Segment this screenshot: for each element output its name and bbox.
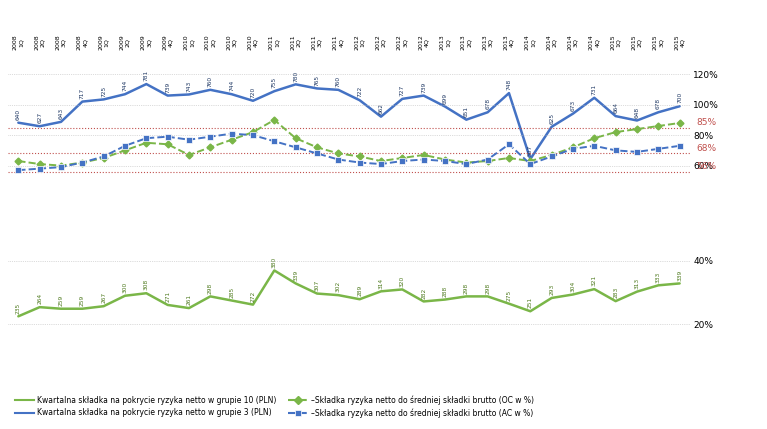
Text: 700: 700 xyxy=(677,92,682,103)
Text: 744: 744 xyxy=(229,80,234,91)
Text: 625: 625 xyxy=(549,113,554,124)
Text: 85%: 85% xyxy=(696,118,717,127)
Text: 282: 282 xyxy=(421,287,426,299)
Text: 300: 300 xyxy=(123,282,127,293)
Text: 275: 275 xyxy=(506,290,512,301)
Text: 755: 755 xyxy=(272,77,277,88)
Text: 56%: 56% xyxy=(696,162,717,171)
Text: 380: 380 xyxy=(272,257,277,268)
Text: 678: 678 xyxy=(486,98,490,109)
Text: 308: 308 xyxy=(144,279,149,290)
Text: 298: 298 xyxy=(464,282,469,293)
Text: 507: 507 xyxy=(528,145,533,156)
Text: 664: 664 xyxy=(613,103,618,113)
Text: 339: 339 xyxy=(293,269,298,281)
Text: 313: 313 xyxy=(634,278,640,289)
Text: 251: 251 xyxy=(528,297,533,308)
Text: 307: 307 xyxy=(314,280,320,291)
Text: 673: 673 xyxy=(571,100,575,111)
Text: 731: 731 xyxy=(592,84,597,95)
Text: 662: 662 xyxy=(378,103,384,114)
Text: 267: 267 xyxy=(101,292,106,303)
Text: 627: 627 xyxy=(37,112,42,124)
Text: 271: 271 xyxy=(165,291,170,302)
Text: 314: 314 xyxy=(378,278,384,289)
Text: 651: 651 xyxy=(464,106,469,117)
Text: 739: 739 xyxy=(165,82,170,93)
Text: 298: 298 xyxy=(486,282,490,293)
Text: 739: 739 xyxy=(421,82,426,93)
Text: 781: 781 xyxy=(144,70,149,81)
Text: 304: 304 xyxy=(571,281,575,292)
Text: 727: 727 xyxy=(400,85,405,96)
Text: 760: 760 xyxy=(208,76,212,87)
Text: 283: 283 xyxy=(613,287,618,298)
Text: 302: 302 xyxy=(336,281,341,292)
Legend: Kwartalna składka na pokrycie ryzyka netto w grupie 10 (PLN), Kwartalna składka : Kwartalna składka na pokrycie ryzyka net… xyxy=(12,392,537,421)
Text: 288: 288 xyxy=(443,286,447,297)
Text: 760: 760 xyxy=(336,76,341,87)
Text: 272: 272 xyxy=(251,290,255,302)
Text: 720: 720 xyxy=(251,87,255,98)
Text: 68%: 68% xyxy=(696,144,717,153)
Text: 289: 289 xyxy=(357,285,362,296)
Text: 640: 640 xyxy=(16,109,21,120)
Text: 235: 235 xyxy=(16,302,21,314)
Text: 261: 261 xyxy=(186,294,192,305)
Text: 285: 285 xyxy=(229,287,234,298)
Text: 743: 743 xyxy=(186,81,192,92)
Text: 780: 780 xyxy=(293,70,298,82)
Text: 298: 298 xyxy=(208,282,212,293)
Text: 643: 643 xyxy=(58,108,64,119)
Text: 717: 717 xyxy=(80,88,85,99)
Text: 293: 293 xyxy=(549,284,554,295)
Text: 264: 264 xyxy=(37,293,42,304)
Text: 765: 765 xyxy=(314,75,320,86)
Text: 333: 333 xyxy=(656,271,661,283)
Text: 339: 339 xyxy=(677,269,682,281)
Text: 648: 648 xyxy=(634,106,640,118)
Text: 259: 259 xyxy=(58,295,64,306)
Text: 722: 722 xyxy=(357,86,362,97)
Text: 699: 699 xyxy=(443,93,447,104)
Text: 725: 725 xyxy=(101,85,106,97)
Text: 259: 259 xyxy=(80,295,85,306)
Text: 320: 320 xyxy=(400,275,405,287)
Text: 678: 678 xyxy=(656,98,661,109)
Text: 748: 748 xyxy=(506,79,512,91)
Text: 321: 321 xyxy=(592,275,597,286)
Text: 744: 744 xyxy=(123,80,127,91)
